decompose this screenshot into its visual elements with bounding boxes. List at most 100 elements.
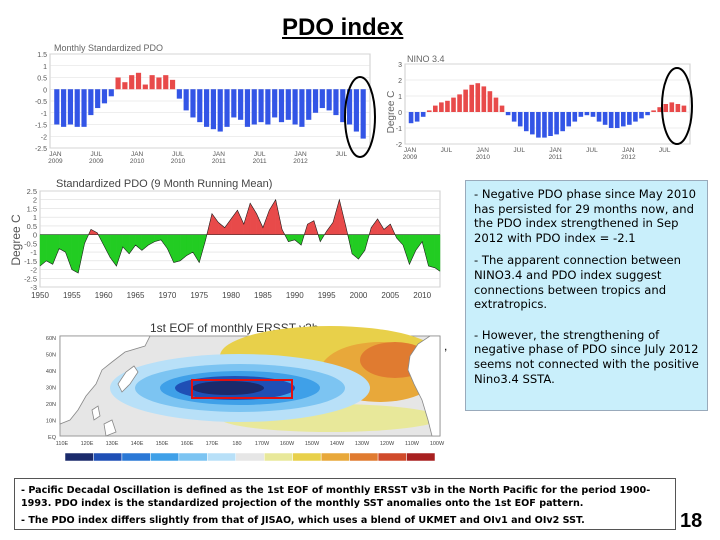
lon-label: 140E xyxy=(131,441,144,447)
grid xyxy=(50,53,370,149)
bar xyxy=(67,89,74,125)
y-axis-label: Degree C xyxy=(386,91,397,134)
bar xyxy=(493,97,499,112)
colorbar xyxy=(64,452,436,462)
colorbar-swatch xyxy=(207,452,237,462)
x-tick-label: JAN xyxy=(213,151,226,158)
x-tick-label: 2012 xyxy=(293,158,308,165)
bar xyxy=(645,112,650,116)
area-segment xyxy=(256,213,264,235)
area-segment xyxy=(103,234,111,258)
bar xyxy=(469,84,475,112)
bar xyxy=(231,89,237,118)
area-segment xyxy=(262,210,270,235)
x-tick-label: JAN xyxy=(477,147,490,154)
asia-land xyxy=(59,335,151,425)
lat-label: 20N xyxy=(46,402,56,408)
page-title: PDO index xyxy=(282,14,404,41)
lon-label: 130W xyxy=(355,441,370,447)
x-tick-label: 1970 xyxy=(158,291,176,300)
bar xyxy=(156,77,162,90)
x-ticks: JAN2009JUL2009JAN2010JUL2010JAN2011JUL20… xyxy=(48,151,347,165)
lon-label: 120W xyxy=(380,441,395,447)
lon-label: 120E xyxy=(81,441,94,447)
lon-label: 160E xyxy=(181,441,194,447)
x-tick-label: JUL xyxy=(172,151,184,158)
bar xyxy=(590,112,596,117)
lon-label: 140W xyxy=(330,441,345,447)
bar xyxy=(101,89,108,104)
y-tick-label: -1.5 xyxy=(35,123,47,130)
bar xyxy=(258,89,264,123)
series-line xyxy=(39,198,441,274)
bar xyxy=(481,86,487,112)
area-segment xyxy=(128,234,136,255)
y-tick-label: -2.5 xyxy=(35,146,47,153)
bar xyxy=(499,105,505,112)
area-segment xyxy=(211,213,219,235)
bar xyxy=(596,112,602,122)
bar xyxy=(210,89,216,130)
bar-series xyxy=(54,72,366,139)
footnote-box: - Pacific Decadal Oscillation is defined… xyxy=(14,478,676,530)
bar xyxy=(463,89,468,112)
bar xyxy=(115,77,121,90)
bar xyxy=(251,89,257,125)
bar xyxy=(530,112,535,135)
bar xyxy=(663,104,669,112)
area-segment xyxy=(243,203,251,235)
bar xyxy=(224,89,230,127)
x-tick-label: 1960 xyxy=(95,291,113,300)
plot-frame xyxy=(39,190,441,288)
bar xyxy=(326,89,332,111)
x-tick-label: 2010 xyxy=(476,154,491,161)
bar xyxy=(278,89,285,123)
y-tick-label: -2 xyxy=(30,266,37,275)
bar xyxy=(217,89,223,132)
area-segment xyxy=(173,234,181,263)
highlight-ellipse-nino xyxy=(661,67,693,145)
x-tick-label: JUL xyxy=(441,147,453,154)
bar xyxy=(163,75,169,90)
colorbar-swatch xyxy=(406,452,436,462)
area-segment xyxy=(218,221,225,235)
area-segment xyxy=(402,234,410,265)
y-tick-label: 1 xyxy=(398,94,402,101)
bar xyxy=(669,102,675,112)
area-segment xyxy=(434,234,441,272)
philippines-land xyxy=(103,419,117,437)
y-tick-label: 3 xyxy=(398,62,402,69)
bar xyxy=(620,112,626,127)
y-tick-label: -0.5 xyxy=(35,99,47,106)
x-tick-label: 1990 xyxy=(286,291,304,300)
y-tick-label: -2 xyxy=(41,134,47,141)
colorbar-swatch xyxy=(263,452,293,462)
lat-label: EQ xyxy=(48,435,57,441)
bar xyxy=(433,105,438,112)
y-tick-label: 2.5 xyxy=(27,187,37,196)
area-segment xyxy=(428,234,436,269)
running-mean-chart: Standardized PDO (9 Month Running Mean) … xyxy=(9,178,441,300)
bar xyxy=(108,89,114,97)
highlight-ellipse-pdo xyxy=(344,76,376,158)
x-tick-label: 1950 xyxy=(31,291,49,300)
x-tick-label: 1965 xyxy=(127,291,145,300)
note-1: - Negative PDO phase since May 2010 has … xyxy=(474,187,696,245)
chart-title: Monthly Standardized PDO xyxy=(54,43,163,53)
area-segment xyxy=(230,209,238,235)
colorbar-swatch xyxy=(93,452,123,462)
x-tick-label: 1955 xyxy=(63,291,81,300)
y-tick-label: 0.5 xyxy=(37,76,47,83)
area-segment xyxy=(307,220,315,235)
bar xyxy=(272,89,278,118)
lon-label: 170E xyxy=(206,441,219,447)
area-segment xyxy=(409,234,416,265)
x-tick-label: 1980 xyxy=(222,291,240,300)
bar xyxy=(542,112,547,138)
y-tick-label: 1.5 xyxy=(27,204,37,213)
area-segment xyxy=(351,234,359,260)
bar xyxy=(614,112,620,128)
bar xyxy=(426,110,432,112)
bar xyxy=(204,89,210,127)
bar xyxy=(74,89,80,127)
